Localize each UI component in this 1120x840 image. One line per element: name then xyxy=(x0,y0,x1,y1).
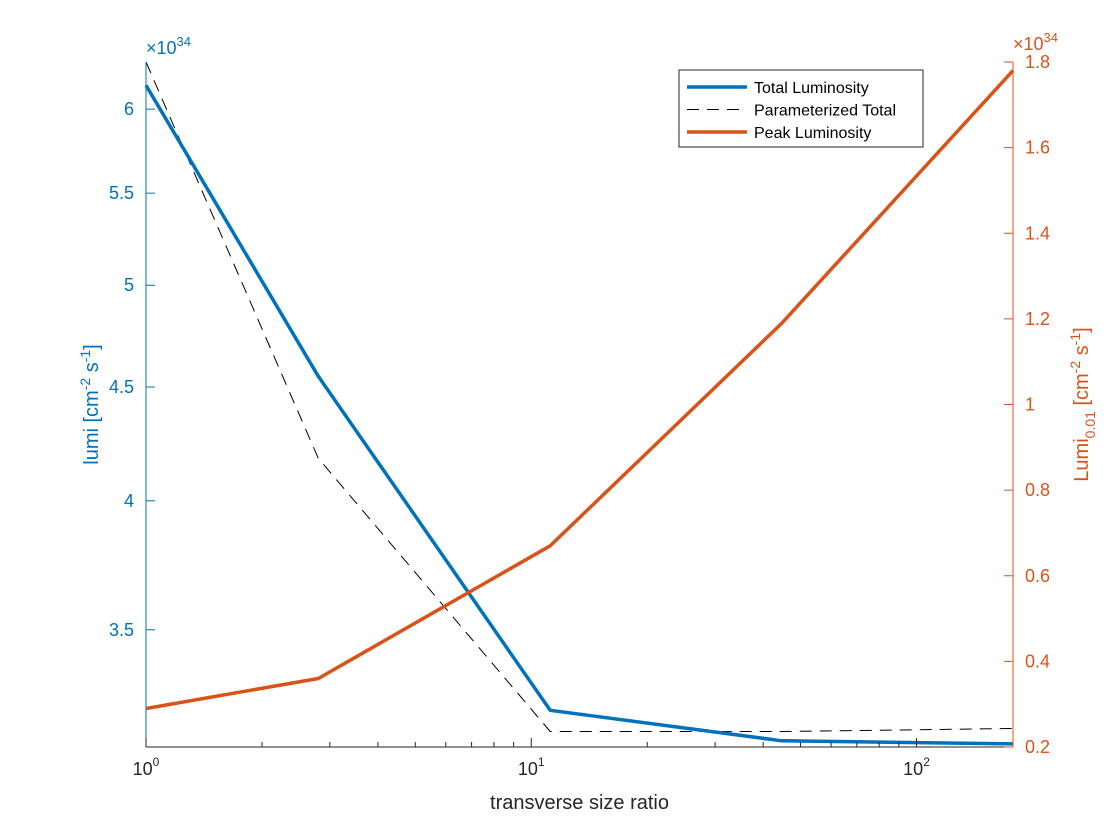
right-y-multiplier: ×1034 xyxy=(1013,30,1058,54)
x-tick-exp: 0 xyxy=(153,755,160,769)
right-title-exp: -2 xyxy=(1067,361,1083,374)
left-title-part: ] xyxy=(81,344,103,350)
x-axis-title: transverse size ratio xyxy=(490,792,669,814)
left-y-axis-title: lumi [cm-2 s-1] xyxy=(77,344,103,464)
plot-area xyxy=(144,61,1015,746)
series-line-total-luminosity xyxy=(144,84,1014,746)
x-tick-exp: 1 xyxy=(538,755,545,769)
right-multiplier-exp: 34 xyxy=(1044,30,1058,45)
x-tick-label: 100 xyxy=(133,755,160,779)
right-multiplier-base: ×10 xyxy=(1013,34,1044,54)
right-title-exp: -1 xyxy=(1067,333,1083,346)
right-y-tick-label: 1.8 xyxy=(1025,52,1050,72)
right-title-part: [cm xyxy=(1071,373,1093,411)
legend: Total Luminosity Parameterized Total Peak … xyxy=(678,69,924,148)
left-y-tick-label: 6 xyxy=(124,99,134,119)
x-tick-base: 10 xyxy=(518,759,538,779)
right-y-tick-label: 1.6 xyxy=(1025,138,1050,158)
left-y-tick-label: 3.5 xyxy=(109,620,134,640)
series-line-peak-luminosity xyxy=(145,69,1015,711)
left-y-tick-label: 5.5 xyxy=(109,183,134,203)
right-y-tick-label: 0.6 xyxy=(1025,566,1050,586)
right-y-axis-title: Lumi0.01 [cm-2 s-1] xyxy=(1067,327,1098,481)
series-line-parameterized-total xyxy=(145,61,1014,732)
left-title-exp: -1 xyxy=(77,350,93,363)
x-tick-label: 101 xyxy=(518,755,545,779)
left-multiplier-base: ×10 xyxy=(146,38,177,58)
x-tick-exp: 2 xyxy=(923,755,930,769)
left-y-tick-label: 4.5 xyxy=(109,377,134,397)
right-y-tick-label: 1.4 xyxy=(1025,223,1050,243)
x-tick-base: 10 xyxy=(133,759,153,779)
right-y-tick-label: 0.8 xyxy=(1025,480,1050,500)
left-y-tick-label: 5 xyxy=(124,275,134,295)
right-y-tick-label: 1.2 xyxy=(1025,309,1050,329)
left-multiplier-exp: 34 xyxy=(177,34,191,49)
right-title-part: Lumi xyxy=(1071,438,1093,481)
legend-label: Total Luminosity xyxy=(754,80,869,97)
right-title-part: ] xyxy=(1071,327,1093,333)
left-y-tick-label: 4 xyxy=(124,491,134,511)
left-title-part: s xyxy=(81,362,103,378)
legend-box xyxy=(678,69,924,148)
x-tick-label: 102 xyxy=(903,755,930,779)
right-y-tick-label: 0.2 xyxy=(1025,737,1050,757)
left-title-part: lumi [cm xyxy=(81,390,103,464)
legend-label: Parameterized Total xyxy=(754,103,896,120)
right-title-sub: 0.01 xyxy=(1082,411,1098,438)
left-title-exp: -2 xyxy=(77,378,93,391)
right-y-tick-label: 0.4 xyxy=(1025,651,1050,671)
legend-label: Peak Luminosity xyxy=(754,125,871,142)
right-y-tick-label: 1 xyxy=(1025,395,1035,415)
right-title-part: s xyxy=(1071,345,1093,361)
x-tick-base: 10 xyxy=(903,759,923,779)
left-y-multiplier: ×1034 xyxy=(146,34,191,58)
